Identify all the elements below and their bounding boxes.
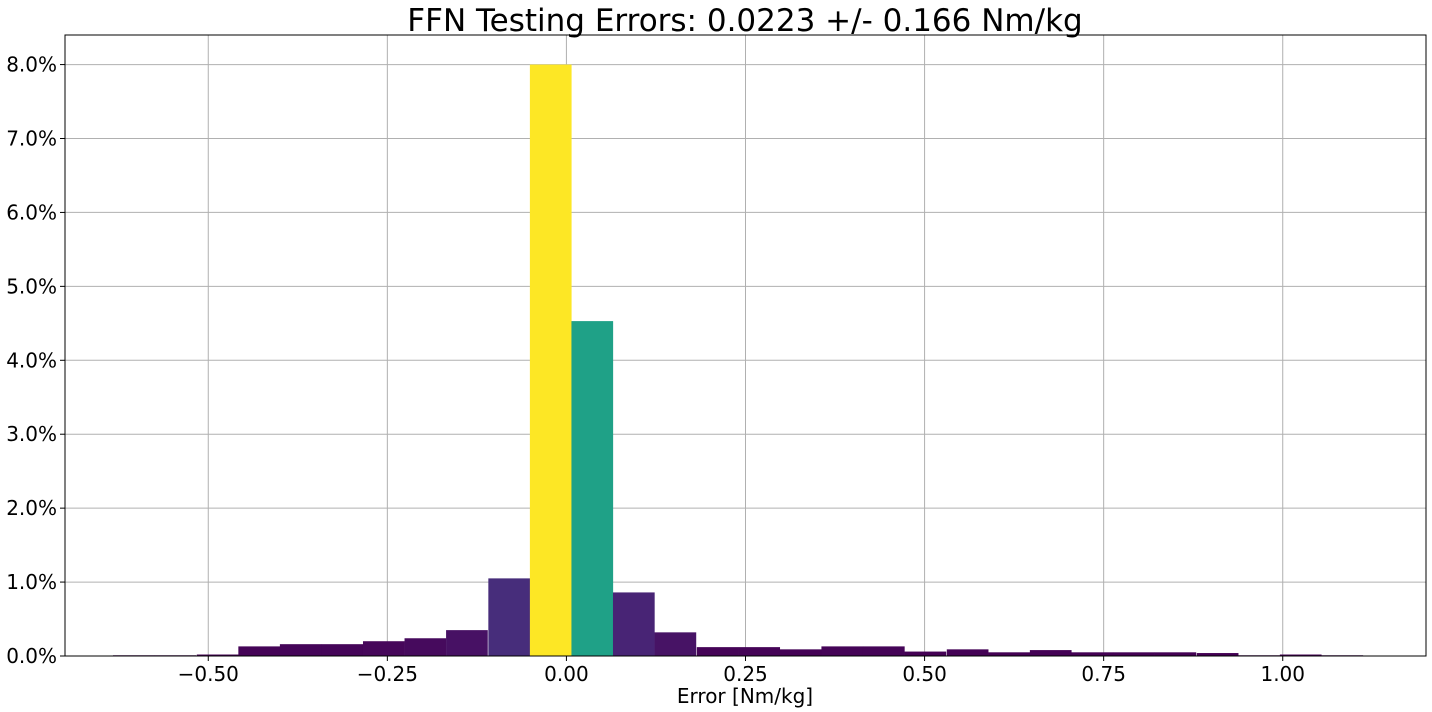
- y-tick-label-6: 6.0%: [6, 200, 57, 224]
- histogram-bar-17: [821, 646, 864, 656]
- y-tick-label-7: 7.0%: [6, 127, 57, 151]
- x-axis-label: Error [Nm/kg]: [677, 684, 813, 708]
- x-tick-label-3: 0.25: [723, 662, 768, 686]
- histogram-bar-21: [988, 652, 1031, 656]
- y-tick-label-8: 8.0%: [6, 53, 57, 77]
- histogram-bar-4: [279, 644, 322, 656]
- x-tick-label-5: 0.75: [1081, 662, 1126, 686]
- histogram-bar-8: [446, 630, 488, 656]
- x-tick-label-1: −0.25: [357, 662, 418, 686]
- x-tick-label-0: −0.50: [178, 662, 239, 686]
- histogram-bar-23: [1071, 652, 1114, 656]
- x-tick-label-6: 1.00: [1260, 662, 1305, 686]
- y-tick-label-2: 2.0%: [6, 496, 57, 520]
- y-tick-label-5: 5.0%: [6, 274, 57, 298]
- bars: [112, 64, 1364, 657]
- x-axis-ticks: −0.50 −0.25 0.00 0.25 0.50 0.75 1.00: [178, 656, 1305, 686]
- histogram-bar-13: [654, 632, 697, 656]
- histogram-bar-6: [362, 641, 405, 656]
- grid-lines: [65, 35, 1426, 657]
- histogram-bar-10: [529, 64, 572, 657]
- histogram-bar-14: [696, 647, 739, 656]
- histogram-bar-7: [404, 638, 447, 656]
- histogram-bar-19: [904, 651, 947, 656]
- histogram-bar-15: [738, 647, 781, 656]
- histogram-bar-3: [238, 646, 281, 656]
- histogram-bar-11: [571, 321, 614, 656]
- y-tick-label-3: 3.0%: [6, 422, 57, 446]
- histogram-bar-24: [1112, 652, 1155, 656]
- histogram-bar-2: [196, 654, 239, 656]
- histogram-bar-16: [779, 649, 822, 656]
- y-tick-label-4: 4.0%: [6, 348, 57, 372]
- histogram-bar-22: [1029, 650, 1072, 656]
- histogram-bar-26: [1196, 653, 1239, 656]
- y-tick-label-0: 0.0%: [6, 644, 57, 668]
- histogram-bar-5: [321, 644, 364, 656]
- histogram-bar-9: [488, 578, 531, 656]
- y-axis-ticks: 0.0% 1.0% 2.0% 3.0% 4.0% 5.0% 6.0% 7.0% 8.0%: [6, 53, 65, 668]
- histogram-bar-12: [612, 592, 655, 656]
- histogram-bar-18: [862, 646, 905, 656]
- histogram-bar-20: [946, 649, 989, 656]
- histogram-bar-28: [1279, 654, 1322, 656]
- chart-title: FFN Testing Errors: 0.0223 +/- 0.166 Nm/…: [407, 3, 1082, 39]
- y-tick-label-1: 1.0%: [6, 570, 57, 594]
- histogram-bar-25: [1154, 652, 1197, 656]
- x-tick-label-4: 0.50: [902, 662, 947, 686]
- x-tick-label-2: 0.00: [544, 662, 589, 686]
